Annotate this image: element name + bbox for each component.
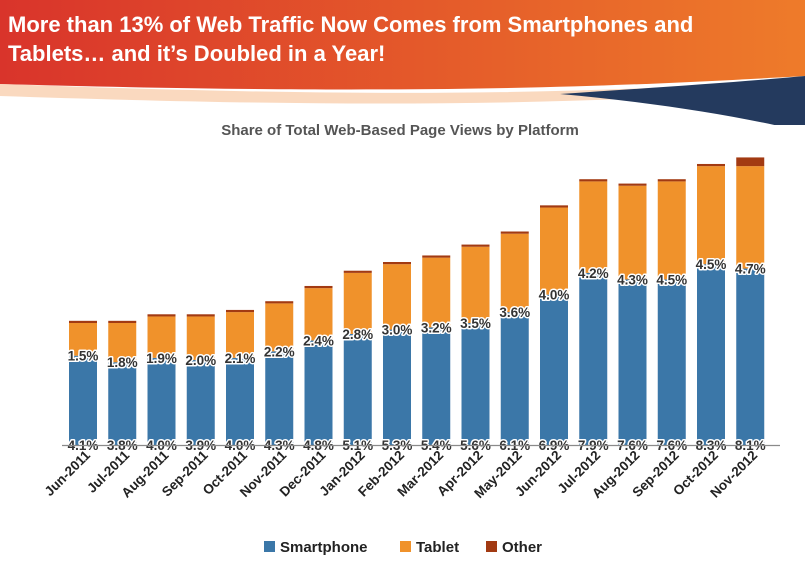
bar-smartphone-dec-2011 bbox=[304, 340, 333, 445]
legend: Smartphone Tablet Other bbox=[264, 539, 542, 556]
label-tablet-feb-2012: 3.0% bbox=[382, 323, 413, 338]
bar-tablet-oct-2011 bbox=[226, 312, 254, 358]
bar-other-jan-2012 bbox=[343, 270, 372, 273]
bar-smartphone-sep-2011 bbox=[186, 360, 215, 445]
bar-tablet-aug-2011 bbox=[147, 316, 176, 358]
bar-other-may-2012 bbox=[500, 231, 529, 234]
bar-smartphone-jul-2011 bbox=[108, 362, 137, 445]
bar-other-oct-2011 bbox=[226, 309, 254, 313]
bar-other-nov-2012 bbox=[736, 157, 765, 167]
bar-smartphone-nov-2011 bbox=[265, 351, 294, 445]
bar-tablet-feb-2012 bbox=[383, 264, 411, 330]
bar-tablet-mar-2012 bbox=[422, 257, 451, 328]
label-tablet-jul-2012: 4.2% bbox=[578, 266, 609, 281]
bar-smartphone-jul-2012 bbox=[579, 272, 608, 445]
bar-other-jul-2012 bbox=[579, 179, 608, 182]
bar-other-aug-2012 bbox=[618, 183, 647, 186]
bar-tablet-jul-2012 bbox=[579, 181, 608, 273]
bar-smartphone-aug-2012 bbox=[618, 279, 647, 445]
label-tablet-oct-2011: 2.1% bbox=[225, 351, 256, 366]
bar-other-aug-2011 bbox=[147, 314, 176, 317]
bar-other-apr-2012 bbox=[461, 244, 490, 247]
legend-label-tablet: Tablet bbox=[416, 539, 459, 556]
bar-smartphone-oct-2012 bbox=[697, 264, 725, 445]
bar-smartphone-jun-2012 bbox=[540, 294, 568, 445]
bar-other-jun-2012 bbox=[540, 205, 568, 208]
label-tablet-dec-2011: 2.4% bbox=[303, 333, 334, 348]
bar-other-nov-2011 bbox=[265, 301, 294, 304]
label-tablet-apr-2012: 3.5% bbox=[460, 316, 491, 331]
bar-smartphone-jan-2012 bbox=[343, 333, 372, 445]
banner-orange-band bbox=[0, 0, 805, 90]
legend-label-smartphone: Smartphone bbox=[280, 539, 368, 556]
bar-tablet-may-2012 bbox=[500, 233, 529, 313]
legend-label-other: Other bbox=[502, 539, 542, 556]
banner-navy-wedge bbox=[560, 76, 805, 125]
label-tablet-mar-2012: 3.2% bbox=[421, 320, 452, 335]
chart-title: Share of Total Web-Based Page Views by P… bbox=[221, 122, 579, 139]
bar-other-feb-2012 bbox=[383, 262, 411, 265]
bar-other-oct-2012 bbox=[697, 163, 725, 167]
label-tablet-aug-2012: 4.3% bbox=[617, 272, 648, 287]
label-tablet-nov-2011: 2.2% bbox=[264, 344, 295, 359]
label-tablet-jan-2012: 2.8% bbox=[342, 327, 373, 342]
x-tick-jun-2011: Jun-2011 bbox=[42, 447, 94, 499]
bar-tablet-nov-2012 bbox=[736, 166, 765, 269]
bar-tablet-apr-2012 bbox=[461, 246, 490, 323]
label-tablet-sep-2011: 2.0% bbox=[185, 353, 216, 368]
bar-tablet-nov-2011 bbox=[265, 303, 294, 352]
label-tablet-sep-2012: 4.5% bbox=[656, 272, 687, 287]
bar-smartphone-mar-2012 bbox=[422, 327, 451, 445]
label-tablet-jul-2011: 1.8% bbox=[107, 355, 138, 370]
legend-swatch-tablet bbox=[400, 541, 411, 552]
bar-tablet-jun-2011 bbox=[69, 323, 97, 356]
label-tablet-nov-2012: 4.7% bbox=[735, 262, 766, 277]
header-banner bbox=[0, 0, 805, 125]
bar-other-jul-2011 bbox=[108, 320, 137, 323]
legend-swatch-smartphone bbox=[264, 541, 275, 552]
bar-tablet-jan-2012 bbox=[343, 272, 372, 334]
bar-smartphone-oct-2011 bbox=[226, 357, 254, 445]
bar-other-dec-2011 bbox=[304, 285, 333, 289]
bar-tablet-aug-2012 bbox=[618, 185, 647, 280]
bar-smartphone-nov-2012 bbox=[736, 268, 765, 445]
legend-swatch-other bbox=[486, 541, 497, 552]
headline: More than 13% of Web Traffic Now Comes f… bbox=[8, 12, 694, 66]
label-tablet-jun-2011: 1.5% bbox=[68, 349, 99, 364]
bar-smartphone-may-2012 bbox=[500, 312, 529, 445]
label-tablet-jun-2012: 4.0% bbox=[539, 288, 570, 303]
bar-tablet-jun-2012 bbox=[540, 207, 568, 295]
bar-smartphone-feb-2012 bbox=[383, 329, 411, 445]
label-tablet-aug-2011: 1.9% bbox=[146, 351, 177, 366]
bar-tablet-sep-2011 bbox=[186, 316, 215, 361]
bar-tablet-oct-2012 bbox=[697, 166, 725, 265]
label-tablet-oct-2012: 4.5% bbox=[696, 257, 727, 272]
bar-smartphone-apr-2012 bbox=[461, 323, 490, 445]
bar-other-mar-2012 bbox=[422, 255, 451, 258]
bar-tablet-jul-2011 bbox=[108, 323, 137, 363]
bar-smartphone-jun-2011 bbox=[69, 355, 97, 445]
bar-other-sep-2011 bbox=[186, 314, 215, 317]
bar-smartphone-aug-2011 bbox=[147, 357, 176, 445]
bar-tablet-dec-2011 bbox=[304, 288, 333, 341]
bar-smartphone-sep-2012 bbox=[657, 279, 686, 445]
bar-tablet-sep-2012 bbox=[657, 181, 686, 280]
label-tablet-may-2012: 3.6% bbox=[499, 305, 530, 320]
bar-other-sep-2012 bbox=[657, 179, 686, 182]
bar-other-jun-2011 bbox=[69, 320, 97, 323]
